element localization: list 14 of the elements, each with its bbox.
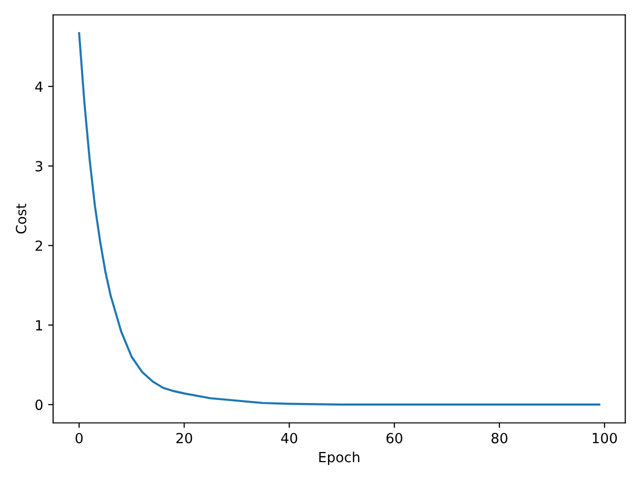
y-tick-label: 1	[36, 320, 42, 330]
x-tick-label: 100	[592, 432, 617, 444]
line-series	[78, 32, 600, 406]
x-tick-label: 40	[281, 432, 298, 444]
y-tick-label: 2	[36, 240, 42, 251]
x-tick-label: 0	[76, 432, 83, 444]
y-tick-label: 0	[35, 400, 42, 410]
y-tick-label: 3	[36, 160, 42, 172]
x-axis-title: Epoch	[319, 452, 360, 466]
x-tick-label: 80	[492, 432, 508, 444]
y-tick-label: 4	[35, 82, 43, 92]
x-tick-label: 60	[386, 432, 402, 444]
y-axis-title: Cost	[16, 204, 26, 234]
x-tick-label: 20	[176, 432, 192, 444]
